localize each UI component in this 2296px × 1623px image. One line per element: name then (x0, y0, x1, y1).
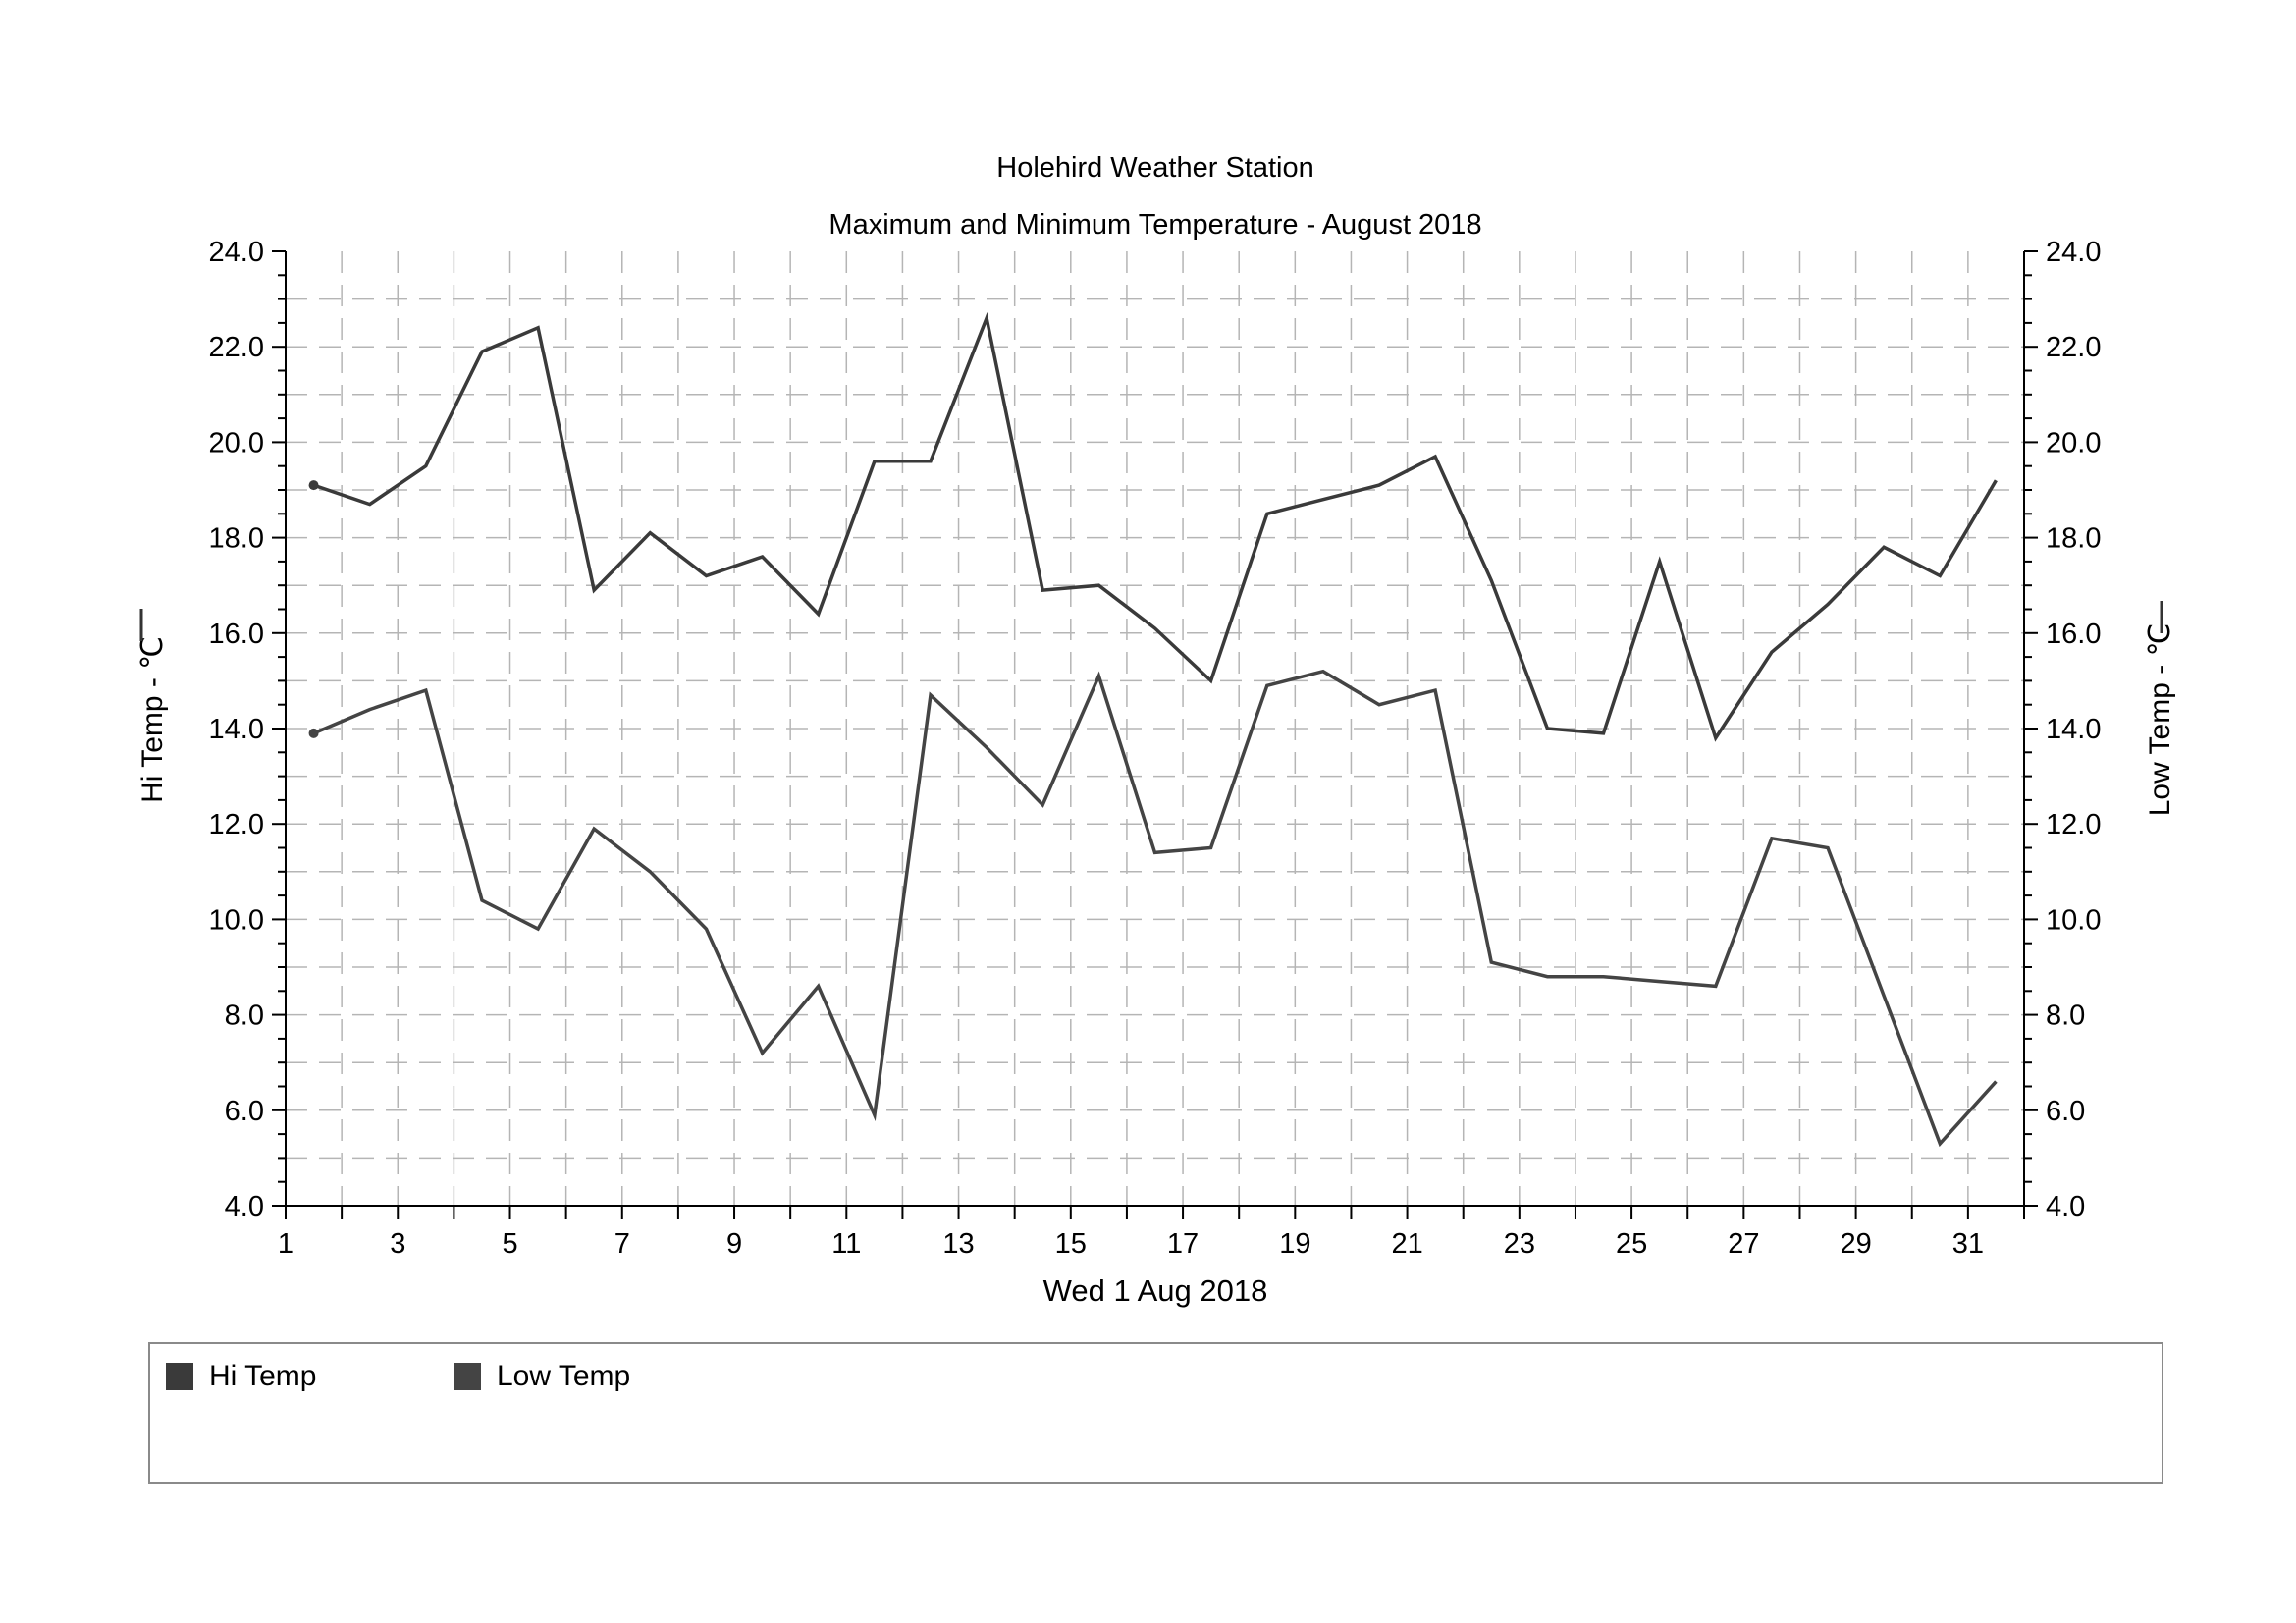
y-tick-label-right: 18.0 (2046, 523, 2101, 555)
x-tick-label: 9 (726, 1228, 742, 1260)
y-tick-label-left: 10.0 (209, 904, 264, 936)
y-tick-label-right: 8.0 (2046, 1001, 2085, 1032)
series-line-low-temp (312, 669, 1998, 1148)
y-tick-label-left: 6.0 (225, 1096, 264, 1127)
x-tick-label: 3 (390, 1228, 405, 1260)
x-tick-label: 21 (1391, 1228, 1422, 1260)
y-tick-label-left: 16.0 (209, 619, 264, 650)
y-tick-label-left: 12.0 (209, 809, 264, 840)
series-lines (308, 311, 1998, 1148)
legend-item-low-temp: Low Temp (454, 1360, 630, 1393)
chart-title: Holehird Weather Station (996, 152, 1313, 184)
y-tick-label-right: 22.0 (2046, 332, 2101, 363)
y-tick-label-right: 14.0 (2046, 714, 2101, 745)
y-tick-label-right: 6.0 (2046, 1096, 2085, 1127)
series-start-point-low-temp (308, 728, 319, 738)
y-tick-label-left: 8.0 (225, 1001, 264, 1032)
y-tick-label-left: 4.0 (225, 1191, 264, 1222)
x-tick-label: 19 (1279, 1228, 1310, 1260)
chart-subtitle: Maximum and Minimum Temperature - August… (828, 209, 1481, 241)
x-tick-label: 13 (942, 1228, 974, 1260)
x-tick-label: 7 (614, 1228, 630, 1260)
legend-item-hi-temp: Hi Temp (166, 1360, 316, 1393)
x-tick-label: 11 (831, 1228, 861, 1260)
y-tick-label-right: 12.0 (2046, 809, 2101, 840)
x-tick-label: 1 (278, 1228, 294, 1260)
x-tick-label: 23 (1504, 1228, 1535, 1260)
x-tick-label: 5 (502, 1228, 517, 1260)
y-tick-label-left: 20.0 (209, 427, 264, 459)
y-tick-label-left: 22.0 (209, 332, 264, 363)
y-tick-label-right: 20.0 (2046, 427, 2101, 459)
y-tick-label-left: 24.0 (209, 237, 264, 268)
y-tick-label-right: 16.0 (2046, 619, 2101, 650)
grid (286, 251, 2024, 1206)
y-tick-label-right: 24.0 (2046, 237, 2101, 268)
ticks: 4.0 4.0 6.0 6.0 8.0 8.0 10.0 10.0 12.0 12.0 14.0 14… (209, 237, 2102, 1260)
x-tick-label: 31 (1952, 1228, 1984, 1260)
x-tick-label: 29 (1840, 1228, 1871, 1260)
y-tick-label-right: 10.0 (2046, 904, 2101, 936)
y-tick-label-right: 4.0 (2046, 1191, 2085, 1222)
legend-label-hi-temp: Hi Temp (209, 1360, 317, 1392)
x-tick-label: 25 (1616, 1228, 1647, 1260)
legend-label-low-temp: Low Temp (497, 1360, 631, 1392)
y-axis-label-right: Low Temp - ℃ (2144, 623, 2176, 817)
legend-swatch-hi-temp (166, 1363, 193, 1390)
x-tick-label: 17 (1167, 1228, 1199, 1260)
y-axis-label-left: Hi Temp - ℃ (136, 636, 169, 803)
x-tick-label: 15 (1055, 1228, 1087, 1260)
y-tick-label-left: 14.0 (209, 714, 264, 745)
x-tick-label: 27 (1728, 1228, 1759, 1260)
y-tick-label-left: 18.0 (209, 523, 264, 555)
series-line-hi-temp (313, 311, 1998, 742)
series-start-point-hi-temp (308, 480, 319, 491)
x-axis-label: Wed 1 Aug 2018 (1043, 1273, 1268, 1308)
legend-swatch-low-temp (454, 1363, 481, 1390)
legend: Hi Temp Low Temp (148, 1342, 2163, 1484)
